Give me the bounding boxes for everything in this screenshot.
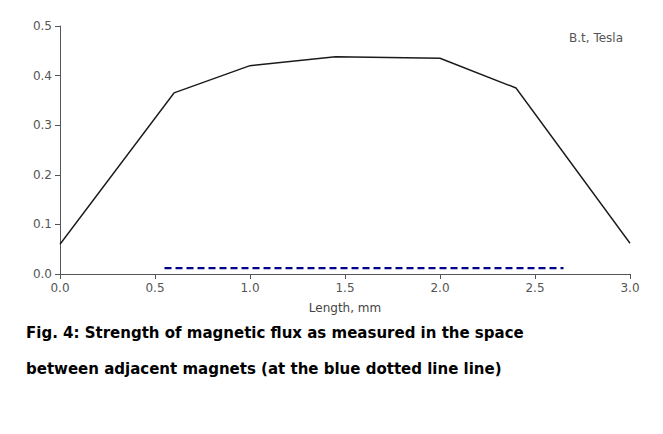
svg-text:B.t, Tesla: B.t, Tesla [569, 31, 623, 45]
svg-text:0.0: 0.0 [33, 267, 52, 281]
svg-text:0.5: 0.5 [33, 19, 52, 33]
svg-text:0.5: 0.5 [145, 281, 164, 295]
svg-text:0.2: 0.2 [33, 168, 52, 182]
svg-text:0.0: 0.0 [50, 281, 69, 295]
svg-text:0.3: 0.3 [33, 118, 52, 132]
svg-text:1.0: 1.0 [240, 281, 259, 295]
svg-text:0.1: 0.1 [33, 217, 52, 231]
svg-text:Length, mm: Length, mm [309, 301, 381, 315]
svg-text:Fig. 4: Strength of magnetic f: Fig. 4: Strength of magnetic flux as mea… [26, 324, 524, 342]
svg-text:2.5: 2.5 [525, 281, 544, 295]
svg-text:1.5: 1.5 [335, 281, 354, 295]
svg-text:2.0: 2.0 [430, 281, 449, 295]
svg-text:between adjacent magnets (at t: between adjacent magnets (at the blue do… [26, 360, 502, 378]
svg-text:3.0: 3.0 [620, 281, 639, 295]
svg-text:0.4: 0.4 [33, 69, 52, 83]
